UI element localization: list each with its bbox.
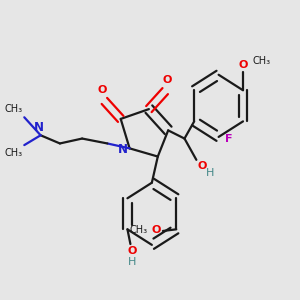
- Text: O: O: [97, 85, 107, 95]
- Text: F: F: [225, 134, 232, 143]
- Text: H: H: [128, 257, 136, 267]
- Text: O: O: [238, 60, 248, 70]
- Text: CH₃: CH₃: [129, 225, 147, 235]
- Text: O: O: [163, 75, 172, 85]
- Text: CH₃: CH₃: [5, 148, 23, 158]
- Text: O: O: [127, 246, 136, 256]
- Text: CH₃: CH₃: [253, 56, 271, 66]
- Text: N: N: [118, 143, 128, 157]
- Text: O: O: [198, 161, 207, 172]
- Text: N: N: [34, 121, 44, 134]
- Text: H: H: [206, 168, 214, 178]
- Text: CH₃: CH₃: [5, 104, 23, 114]
- Text: O: O: [151, 225, 160, 235]
